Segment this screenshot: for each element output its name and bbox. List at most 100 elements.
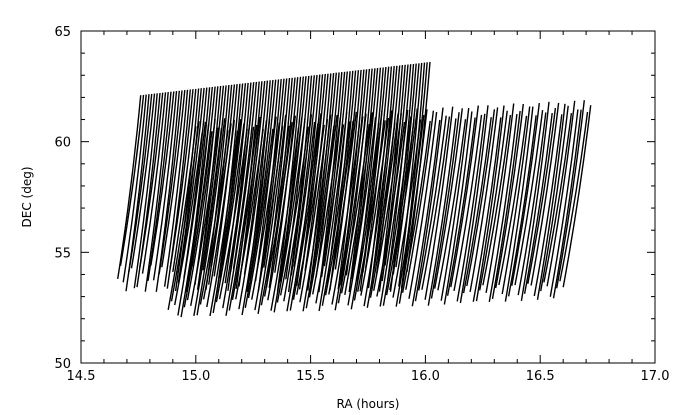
scan-stripe	[285, 75, 310, 280]
scan-stripe	[158, 90, 183, 275]
scan-stripe	[286, 121, 316, 312]
scan-stripe	[520, 101, 550, 302]
scan-stripe	[350, 121, 380, 310]
scan-stripe	[144, 91, 169, 292]
scan-stripe	[133, 93, 158, 289]
scan-stripe	[398, 109, 428, 304]
scan-stripe	[427, 118, 457, 306]
scan-stripe	[405, 110, 435, 290]
scan-stripe	[177, 121, 207, 316]
scan-stripe	[540, 105, 569, 292]
scan-stripe	[517, 112, 547, 296]
scan-stripe	[139, 92, 164, 268]
scan-stripe	[221, 83, 247, 267]
scan-stripe	[434, 108, 463, 289]
scan-stripe	[224, 82, 249, 284]
scan-stripe	[395, 63, 420, 268]
scan-stripe	[382, 116, 412, 306]
scan-stripe	[170, 121, 200, 302]
scan-stripe	[235, 128, 264, 300]
scan-stripe	[392, 119, 422, 298]
scan-stripe	[331, 70, 357, 271]
scan-stripe	[186, 118, 216, 301]
scan-stripe	[174, 88, 200, 292]
x-axis-label: RA (hours)	[337, 397, 400, 411]
scan-stripe	[270, 127, 300, 311]
scan-stripe	[190, 127, 219, 307]
scan-stripe	[475, 105, 505, 302]
scan-stripe	[472, 117, 502, 302]
scan-stripe	[424, 106, 454, 300]
scan-stripe	[206, 120, 235, 308]
scan-stripe	[363, 110, 393, 307]
scan-stripe	[251, 122, 280, 300]
scan-stripe	[161, 90, 186, 268]
scan-stripe	[225, 126, 255, 316]
scan-stripe	[450, 105, 479, 288]
scan-stripe	[344, 112, 374, 296]
scan-stripe	[202, 123, 232, 300]
scan-stripe	[119, 94, 145, 266]
scan-stripe	[199, 130, 229, 305]
scan-stripe	[385, 119, 415, 296]
scan-stripe	[241, 119, 271, 316]
y-tick-label: 65	[54, 25, 71, 40]
scan-stripe	[209, 130, 239, 317]
scan-stripe	[254, 126, 284, 311]
scan-stripe	[296, 124, 325, 295]
scan-stripe	[373, 65, 398, 268]
scan-stripe	[312, 72, 337, 267]
x-tick-label: 16.5	[526, 369, 555, 384]
scan-stripe	[562, 105, 592, 288]
scan-stripe	[267, 115, 296, 301]
scan-stripe	[276, 76, 302, 292]
scan-stripe	[414, 107, 444, 302]
scan-stripe	[312, 117, 341, 295]
scan-stripe	[212, 119, 242, 314]
scan-stripe	[183, 131, 213, 308]
scan-stripe	[511, 103, 540, 286]
scan-stripe	[117, 95, 142, 280]
scan-stripe	[150, 91, 175, 266]
scan-stripe	[491, 110, 521, 300]
scan-stripe	[163, 89, 189, 287]
scan-stripe	[381, 64, 406, 282]
scan-stripe	[373, 112, 402, 291]
scan-stripe	[128, 93, 153, 273]
scan-stripe	[228, 124, 258, 311]
scan-stripe	[130, 93, 156, 269]
x-tick-label: 15.0	[181, 369, 210, 384]
x-tick-label: 15.5	[296, 369, 325, 384]
scan-stripe	[169, 89, 194, 269]
scan-stripe	[523, 113, 553, 294]
scan-stripe	[456, 113, 486, 302]
scan-stripe	[293, 74, 318, 267]
scan-stripe	[488, 114, 518, 303]
scan-stripe	[353, 110, 383, 301]
scan-stripe	[379, 109, 409, 307]
scan-stripe	[244, 128, 274, 309]
scan-stripe	[196, 118, 226, 316]
scan-stripe	[243, 80, 269, 275]
scan-stripe	[360, 117, 390, 296]
scan-stripe	[501, 106, 531, 295]
scan-stripe	[536, 103, 566, 300]
scan-stripe	[172, 88, 197, 273]
scan-stripe	[122, 94, 147, 283]
scan-stripe	[202, 85, 227, 271]
scan-stripe	[543, 113, 573, 283]
x-tick-label: 17.0	[641, 369, 670, 384]
scan-stripe	[265, 78, 291, 288]
scan-stripe	[485, 103, 515, 294]
scan-stripe	[459, 105, 489, 304]
scan-stripe	[546, 100, 576, 287]
scan-stripe	[218, 128, 248, 300]
scan-stripe	[180, 87, 205, 266]
scan-stripe	[389, 108, 418, 291]
scan-stripe	[514, 110, 544, 286]
scan-stripe	[260, 125, 290, 306]
scan-stripe	[395, 115, 425, 307]
y-tick-label: 60	[54, 136, 71, 151]
scan-stripe	[401, 120, 431, 293]
scan-stripe	[446, 117, 476, 296]
